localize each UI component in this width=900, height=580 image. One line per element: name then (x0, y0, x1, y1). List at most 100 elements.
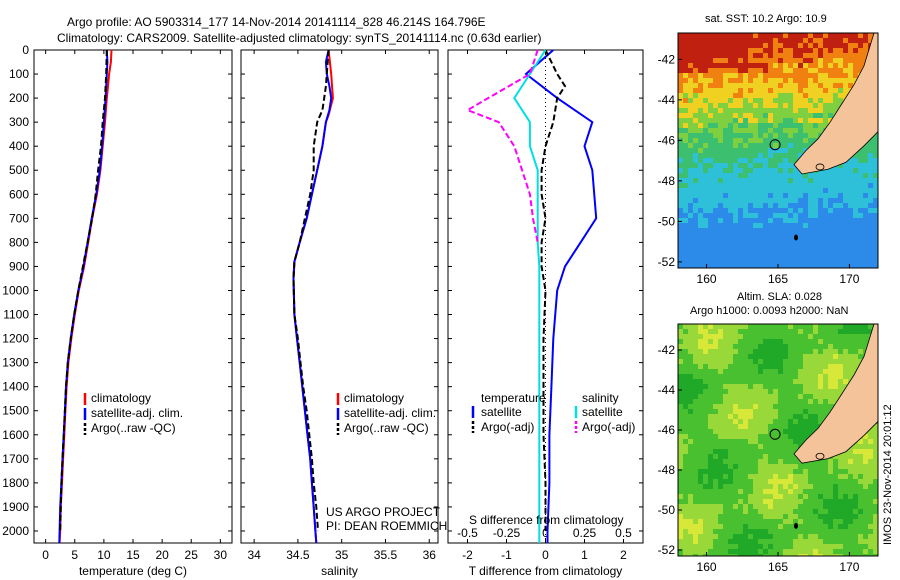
map-y-tick-label: -46 (658, 133, 676, 147)
legend-label-argo: Argo(..raw -QC) (91, 421, 176, 435)
plot-frame (33, 49, 233, 544)
x-tick-label: 34.5 (286, 548, 310, 562)
y-tick-label: 1000 (2, 283, 29, 297)
y-tick-label: 900 (9, 259, 29, 273)
x-tick-label: 5 (71, 548, 78, 562)
difference-panel: -2 -1 0 1 2 T difference from climatology -0.5… (447, 49, 644, 578)
series-line-argo-adj- (540, 49, 567, 531)
sla-map: 160 165 170 -42 -44 -46 -48 -50 -52 (658, 323, 879, 574)
imos-side-label: IMOS 23-Nov-2014 20:01:12 (882, 404, 894, 545)
x-tick-label: 15 (126, 548, 140, 562)
y-tick-label: 200 (9, 91, 29, 105)
legend-label-t-satellite: satellite (481, 405, 522, 419)
y-tick-label: 700 (9, 211, 29, 225)
map-x-tick-label: 160 (697, 272, 717, 286)
x-tick-label: 0 (42, 548, 49, 562)
map-y-tick-label: -52 (658, 255, 676, 269)
sst-map-title: sat. SST: 10.2 Argo: 10.9 (705, 13, 827, 25)
y-tick-label: 2000 (2, 524, 29, 538)
map-y-tick-label: -42 (658, 343, 676, 357)
salinity-legend: climatology satellite-adj. clim. Argo(..… (326, 391, 447, 533)
difference-legend: temperature salinity satellite Argo(-adj… (469, 391, 635, 527)
y-tick-label: 1300 (2, 356, 29, 370)
series-line-argo-adj- (465, 49, 539, 243)
x-tick-label: -1 (501, 548, 512, 562)
map-x-tick-label: 165 (768, 560, 788, 574)
x-top-tick-label: 0.25 (573, 526, 597, 540)
x-top-tick-label: -0.5 (457, 526, 478, 540)
island (794, 234, 798, 241)
x-top-tick-label: -0.25 (493, 526, 521, 540)
map-y-tick-label: -50 (658, 214, 676, 228)
x-tick-label: 36 (423, 548, 437, 562)
map-y-tick-label: -48 (658, 174, 676, 188)
x-tick-label: 20 (155, 548, 169, 562)
series-line-satellite-adj-clim- (292, 49, 333, 544)
map-y-tick-label: -46 (658, 423, 676, 437)
island (794, 522, 798, 529)
x-tick-label: 1 (581, 548, 588, 562)
legend-label-satellite: satellite-adj. clim. (91, 406, 183, 420)
project-label: US ARGO PROJECT (326, 505, 441, 519)
map-y-tick-label: -52 (658, 543, 676, 557)
map-y-tick-label: -44 (658, 383, 676, 397)
x-axis-label: salinity (321, 564, 358, 578)
argo-location-marker (769, 139, 781, 151)
temperature-panel: 0100200300400500600700800900100011001200… (2, 43, 233, 578)
plot-frame (240, 49, 439, 544)
y-tick-label: 300 (9, 115, 29, 129)
y-tick-label: 1900 (2, 500, 29, 514)
x-top-tick-label: 0 (542, 526, 549, 540)
legend-label-t-argo: Argo(-adj) (481, 420, 534, 434)
y-tick-label: 500 (9, 163, 29, 177)
series-line-satellite (524, 49, 598, 543)
y-tick-label: 1400 (2, 380, 29, 394)
map-y-tick-label: -44 (658, 93, 676, 107)
pi-label: PI: DEAN ROEMMICH (326, 519, 447, 533)
legend-label-climatology: climatology (344, 391, 404, 405)
salinity-panel: 34 34.5 35 35.5 36 salinity (240, 49, 439, 578)
legend-label-climatology: climatology (91, 391, 151, 405)
sla-map-subtitle: Argo h1000: 0.0093 h2000: NaN (690, 305, 848, 317)
header-line2: Climatology: CARS2009. Satellite-adjuste… (57, 31, 541, 45)
map-y-tick-label: -48 (658, 463, 676, 477)
y-tick-label: 0 (22, 43, 29, 57)
s-difference-axis-label: S difference from climatology (469, 513, 624, 527)
argo-location-marker (769, 428, 781, 440)
legend-label-s-argo: Argo(-adj) (582, 420, 635, 434)
land-mass (793, 323, 879, 464)
sla-map-title: Altim. SLA: 0.028 (737, 291, 822, 303)
x-tick-label: 34 (247, 548, 261, 562)
land-mass (793, 32, 879, 175)
x-tick-label: 0 (542, 548, 549, 562)
y-tick-label: 1200 (2, 332, 29, 346)
x-axis-label: T difference from climatology (469, 564, 623, 578)
x-top-tick-label: 0.5 (615, 526, 632, 540)
header-line1: Argo profile: AO 5903314_177 14-Nov-2014… (67, 15, 486, 29)
y-tick-label: 100 (9, 67, 29, 81)
map-y-tick-label: -42 (658, 52, 676, 66)
x-tick-label: 35 (335, 548, 349, 562)
map-x-tick-label: 160 (697, 560, 717, 574)
x-tick-label: 30 (214, 548, 228, 562)
x-tick-label: 25 (185, 548, 199, 562)
map-y-tick-label: -50 (658, 503, 676, 517)
map-x-tick-label: 170 (839, 272, 859, 286)
x-tick-label: 2 (620, 548, 627, 562)
temperature-legend: climatology satellite-adj. clim. Argo(..… (83, 391, 183, 435)
legend-label-s-satellite: satellite (582, 405, 623, 419)
sst-map: 160 165 170 -42 -44 -46 -48 -50 -52 (658, 32, 879, 286)
y-tick-label: 1700 (2, 452, 29, 466)
map-x-tick-label: 165 (768, 272, 788, 286)
map-x-tick-label: 170 (839, 560, 859, 574)
legend-title-salinity: salinity (582, 391, 619, 405)
y-tick-label: 1100 (3, 308, 29, 322)
y-tick-label: 1500 (2, 404, 29, 418)
x-axis-label: temperature (deg C) (79, 564, 187, 578)
x-tick-label: 10 (97, 548, 111, 562)
y-tick-label: 800 (9, 235, 29, 249)
series-line-argo-raw-qc- (292, 49, 330, 532)
series-line-satellite (513, 49, 547, 543)
island (815, 163, 825, 171)
